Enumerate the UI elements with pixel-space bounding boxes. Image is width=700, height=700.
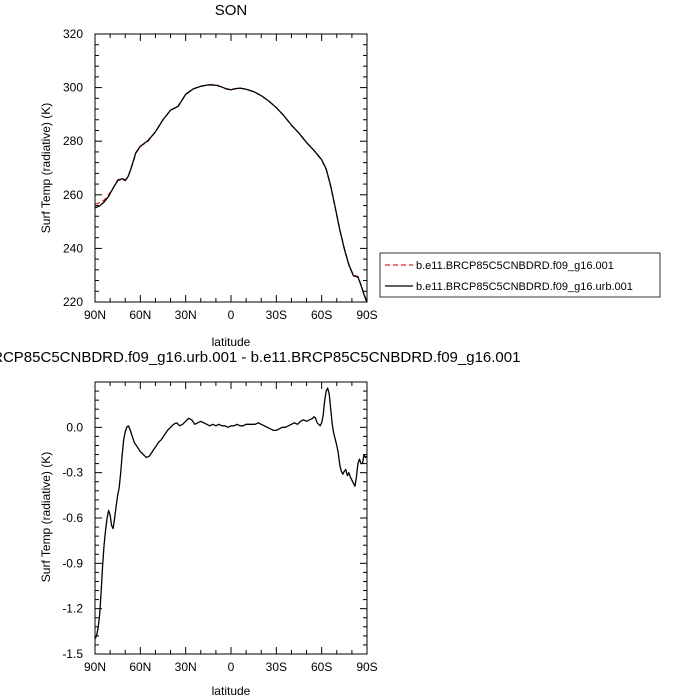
x-tick-label: 30N [175, 308, 197, 322]
y-tick-label: -1.2 [62, 602, 83, 616]
legend-label-series-2: b.e11.BRCP85C5CNBDRD.f09_g16.urb.001 [416, 281, 633, 293]
plot-frame [94, 381, 368, 655]
x-tick-label: 90N [84, 308, 106, 322]
y-tick-label: -1.5 [62, 647, 83, 661]
y-axis-label: Surf Temp (radiative) (K) [39, 103, 53, 233]
chart-son-temperature: SON 90N 60N 30N 0 30S 60S 90S 220 240 260 280 300 32… [39, 2, 661, 349]
x-tick-label: 30S [266, 308, 287, 322]
x-tick-label: 60N [129, 308, 151, 322]
x-tick-label: 60N [129, 660, 151, 674]
y-tick-label: -0.3 [62, 466, 83, 480]
legend-label-series-1: b.e11.BRCP85C5CNBDRD.f09_g16.001 [416, 260, 614, 272]
x-tick-label: 0 [228, 660, 235, 674]
plot-area: 90N 60N 30N 0 30S 60S 90S -1.5 -1.2 -0.9 -0.6 -0.3 0… [62, 381, 378, 674]
y-tick-label: 300 [63, 81, 83, 95]
x-axis-label: latitude [212, 335, 251, 349]
y-tick-label: 240 [63, 241, 83, 255]
series-line-1 [94, 84, 368, 303]
y-tick-label: 320 [63, 27, 83, 41]
chart-title: b.e11.BRCP85C5CNBDRD.f09_g16.urb.001 - b… [0, 349, 520, 366]
chart-title: SON [215, 2, 248, 19]
x-tick-label: 90S [356, 660, 377, 674]
x-axis-label: latitude [212, 684, 251, 698]
series-line-2 [94, 84, 368, 303]
x-tick-label: 60S [311, 660, 332, 674]
legend-box [379, 252, 661, 298]
x-tick-label: 30N [175, 660, 197, 674]
y-tick-label: 260 [63, 188, 83, 202]
x-tick-label: 30S [266, 660, 287, 674]
x-tick-label: 90N [84, 660, 106, 674]
x-tick-label: 0 [228, 308, 235, 322]
y-axis-label: Surf Temp (radiative) (K) [39, 452, 53, 582]
series-line-1 [94, 387, 368, 640]
y-tick-label: 0.0 [66, 420, 83, 434]
x-tick-label: 60S [311, 308, 332, 322]
legend: b.e11.BRCP85C5CNBDRD.f09_g16.001 b.e11.B… [379, 252, 661, 298]
y-tick-label: -0.9 [62, 556, 83, 570]
y-tick-label: 280 [63, 134, 83, 148]
chart-temperature-difference: b.e11.BRCP85C5CNBDRD.f09_g16.urb.001 - b… [0, 349, 520, 698]
y-tick-label: 220 [63, 295, 83, 309]
y-tick-label: -0.6 [62, 511, 83, 525]
x-tick-label: 90S [356, 308, 377, 322]
plot-area: 90N 60N 30N 0 30S 60S 90S 220 240 260 280 300 320 [63, 27, 378, 322]
